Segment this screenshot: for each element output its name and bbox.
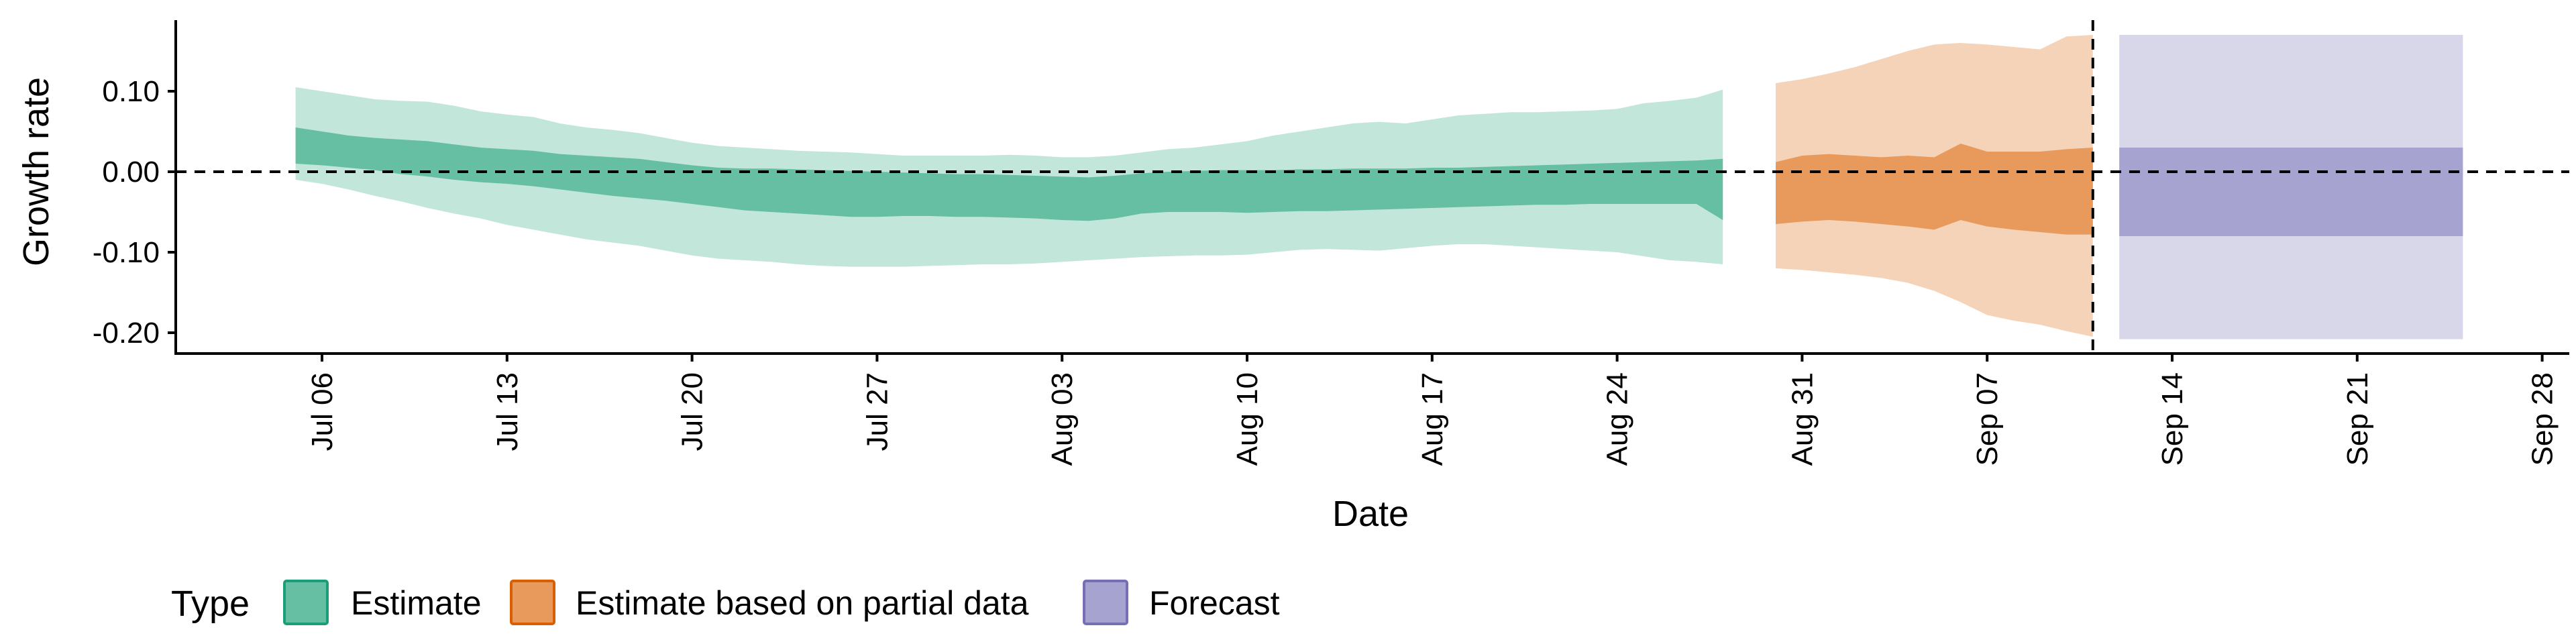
legend: Type Estimate Estimate based on partial … <box>171 580 1280 625</box>
estimate-based-on-partial-data-inner-band <box>1776 144 2093 235</box>
x-tick-label: Sep 07 <box>1971 372 2004 466</box>
legend-label-forecast: Forecast <box>1149 584 1280 622</box>
x-axis-title: Date <box>1332 494 1409 534</box>
x-tick-label: Sep 14 <box>2156 372 2189 466</box>
legend-key-forecast <box>1083 580 1128 625</box>
x-tick-label: Aug 10 <box>1231 372 1264 466</box>
tick-layer: 0.10 0.00 -0.10 -0.20 Jul 06 Jul 13 Jul 20 Jul … <box>93 75 2559 466</box>
x-tick-label: Sep 28 <box>2526 372 2559 466</box>
y-tick-label: -0.10 <box>93 236 160 269</box>
reference-lines <box>176 20 2569 354</box>
x-tick-label: Jul 06 <box>306 372 339 451</box>
ribbon-layer <box>295 35 2463 339</box>
x-tick-label: Aug 24 <box>1601 372 1634 466</box>
legend-label-partial: Estimate based on partial data <box>576 584 1029 622</box>
y-tick-label: 0.00 <box>102 156 160 189</box>
legend-title: Type <box>171 584 250 624</box>
legend-key-partial <box>510 580 555 625</box>
y-axis-title: Growth rate <box>16 77 56 266</box>
legend-key-estimate <box>283 580 329 625</box>
x-tick-label: Jul 13 <box>491 372 524 451</box>
legend-label-estimate: Estimate <box>351 584 482 622</box>
estimate-inner-band <box>295 127 1723 221</box>
axes <box>174 20 2569 355</box>
x-tick-label: Jul 20 <box>676 372 709 451</box>
x-tick-label: Aug 17 <box>1416 372 1449 466</box>
y-tick-label: -0.20 <box>93 317 160 350</box>
x-tick-label: Jul 27 <box>861 372 894 451</box>
x-tick-label: Sep 21 <box>2341 372 2374 466</box>
x-tick-label: Aug 31 <box>1786 372 1819 466</box>
forecast-inner-band <box>2119 148 2463 236</box>
x-tick-label: Aug 03 <box>1046 372 1079 466</box>
y-tick-label: 0.10 <box>102 75 160 108</box>
